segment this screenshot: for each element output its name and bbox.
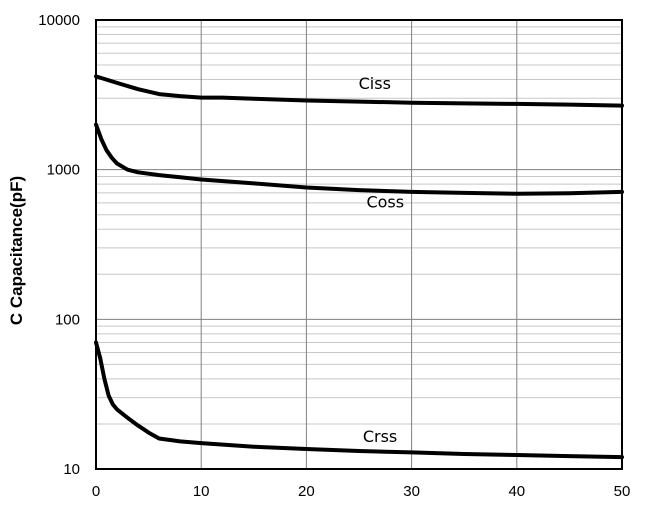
series-line-crss — [94, 340, 624, 460]
annotation-coss: Coss — [366, 192, 404, 211]
y-tick-label: 10000 — [38, 12, 80, 29]
x-tick-label: 20 — [298, 483, 315, 500]
y-axis-label: C Capacitance(pF) — [7, 176, 26, 325]
plot-frame — [95, 19, 623, 470]
y-tick-label: 1000 — [47, 162, 80, 179]
y-tick-label: 100 — [55, 311, 80, 328]
minor-gridlines — [96, 26, 622, 425]
annotation-crss: Crss — [363, 427, 397, 446]
x-tick-label: 40 — [508, 483, 525, 500]
y-tick-label: 10 — [63, 461, 80, 478]
series-annotations: Ciss Coss Crss — [359, 74, 404, 446]
series-line-coss — [94, 122, 624, 196]
x-axis-ticks: 0 10 20 30 40 50 — [92, 483, 631, 500]
x-tick-label: 30 — [403, 483, 420, 500]
series-line-ciss — [94, 74, 624, 108]
y-axis-ticks: 10 100 1000 10000 — [38, 12, 80, 478]
annotation-ciss: Ciss — [359, 74, 391, 93]
x-tick-label: 10 — [193, 483, 210, 500]
x-tick-label: 0 — [92, 483, 100, 500]
x-tick-label: 50 — [614, 483, 631, 500]
series-lines — [94, 74, 624, 460]
